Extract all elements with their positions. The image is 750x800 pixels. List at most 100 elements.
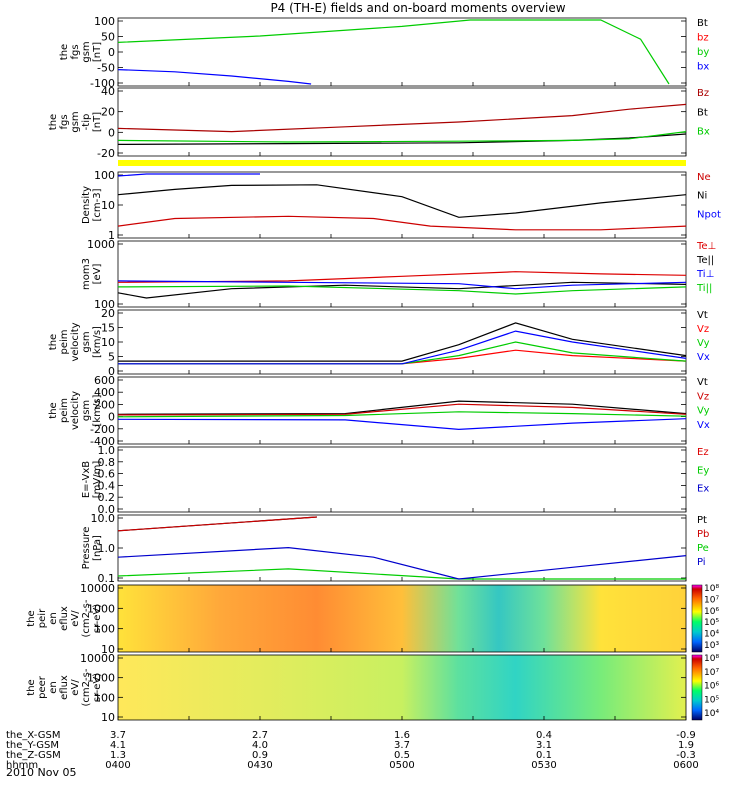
panel-1: 100 50 0 -50 -100 the fgs gsm [nT] Bt bz by bx xyxy=(59,15,709,90)
y-axis-label: eV/ xyxy=(70,610,81,627)
y-tick-label: 0 xyxy=(108,411,115,424)
series-Vx xyxy=(117,418,687,431)
y-axis-label: the xyxy=(59,44,70,60)
y-axis-label: velocity xyxy=(70,391,81,430)
y-tick-label: 100 xyxy=(94,623,115,636)
axis-value: 2.7 xyxy=(252,730,268,741)
legend-Vt: Vt xyxy=(697,377,708,388)
legend-Vx: Vx xyxy=(697,420,710,431)
series-bx xyxy=(117,69,312,85)
colorbar-tick: 10⁶ xyxy=(704,607,719,617)
legend-Te⊥: Te⊥ xyxy=(696,241,716,252)
y-axis-label: peim xyxy=(59,398,70,423)
date-label: 2010 Nov 05 xyxy=(6,766,76,779)
axis-row-label: the_X-GSM xyxy=(6,730,60,741)
y-tick-label: 20 xyxy=(101,106,115,119)
panel-2: 40 20 0 -20 the fgs gsm -tip [nT] Bz Bt Bx xyxy=(48,85,710,160)
y-tick-label: 0.6 xyxy=(98,468,116,481)
y-tick-label: 100 xyxy=(94,15,115,28)
y-tick-label: -200 xyxy=(90,423,115,436)
y-axis-label: sr-eV) xyxy=(92,673,103,702)
y-axis-label: the xyxy=(26,610,37,626)
y-axis-label: gsm xyxy=(70,111,81,132)
axis-value: 0600 xyxy=(673,760,698,771)
series-Ne xyxy=(117,215,687,231)
y-tick-label: 1 xyxy=(108,229,115,242)
y-tick-label: -400 xyxy=(90,435,115,448)
series-Vz xyxy=(118,349,687,365)
y-tick-label: 10000 xyxy=(80,582,115,595)
legend-Bz: Bz xyxy=(697,88,709,99)
series-Pb xyxy=(117,516,317,532)
legend-Ex: Ex xyxy=(697,484,709,495)
colorbar-tick: 10⁸ xyxy=(704,584,719,594)
y-tick-label: 10 xyxy=(101,336,115,349)
y-tick-label: 10000 xyxy=(80,652,115,665)
y-tick-label: 1000 xyxy=(87,238,115,251)
y-tick-label: 0 xyxy=(108,365,115,378)
legend-Ne: Ne xyxy=(697,172,711,183)
legend-Bx: Bx xyxy=(697,127,710,138)
y-axis-label: eflux xyxy=(59,675,70,700)
series-Ti⊥ xyxy=(117,280,687,290)
chart-title: P4 (TH-E) fields and on-board moments ov… xyxy=(270,1,565,15)
y-axis-label: [nPa] xyxy=(92,535,103,561)
y-axis-label: the xyxy=(48,114,59,130)
y-tick-label: 600 xyxy=(94,374,115,387)
axis-row-label: hhmm xyxy=(6,760,38,771)
panel-10: 10⁸ 10⁷ 10⁶ 10⁵ 10⁴ 10000 1000 100 10 the peer en ef… xyxy=(26,652,719,724)
panel-frame xyxy=(117,376,687,445)
series-Vt xyxy=(117,400,687,415)
colorbar-tick: 10⁴ xyxy=(704,630,719,640)
panel-frame xyxy=(117,171,687,239)
y-tick-label: 1000 xyxy=(87,672,115,685)
legend-Ez: Ez xyxy=(697,447,709,458)
y-axis-label: en xyxy=(48,681,59,694)
y-axis-label: gsm xyxy=(81,400,92,421)
legend-Ni: Ni xyxy=(697,191,707,202)
y-axis-label: eflux xyxy=(59,606,70,631)
y-axis-label: [km/s] xyxy=(92,326,103,358)
y-tick-label: 0.4 xyxy=(98,479,116,492)
colorbar-tick: 10⁵ xyxy=(704,695,719,705)
axis-value: 3.7 xyxy=(110,730,126,741)
legend-Vz: Vz xyxy=(697,391,709,402)
colorbar-tick: 10⁴ xyxy=(704,709,719,719)
axis-value: 0.5 xyxy=(394,750,410,761)
y-tick-label: 10 xyxy=(101,711,115,724)
series-Vt xyxy=(118,322,687,362)
y-axis-label: peer xyxy=(37,675,48,699)
legend-Vy: Vy xyxy=(697,338,710,349)
series-by xyxy=(117,19,670,85)
y-tick-label: 100 xyxy=(94,298,115,311)
y-tick-label: 400 xyxy=(94,386,115,399)
series-Vy xyxy=(117,411,687,418)
spectrogram xyxy=(118,655,686,720)
y-tick-label: 0 xyxy=(108,46,115,59)
axis-value: 1.9 xyxy=(678,740,694,751)
y-axis-label: the xyxy=(26,679,37,695)
time-axis: the_X-GSM 3.7 2.7 1.6 0.4 -0.9 the_Y-GSM 4.1 4.0… xyxy=(6,730,699,771)
series-Vx xyxy=(118,330,687,365)
axis-value: 3.7 xyxy=(394,740,410,751)
spectrogram xyxy=(118,585,686,652)
y-tick-label: 40 xyxy=(101,85,115,98)
y-axis-label: [mV/m] xyxy=(92,461,103,499)
axis-value: 1.3 xyxy=(110,750,126,761)
y-axis-label: (cm2-s- xyxy=(81,599,92,637)
colorbar-tick: 10⁸ xyxy=(704,654,719,664)
axis-value: 0430 xyxy=(247,760,272,771)
y-axis-label: en xyxy=(48,612,59,625)
y-axis-label: gsm xyxy=(81,41,92,62)
legend-by: by xyxy=(697,47,709,58)
series-Npot xyxy=(117,173,260,177)
y-axis-label: E=-VxB xyxy=(81,461,92,498)
series-Bx xyxy=(117,131,687,143)
colorbar xyxy=(691,584,703,653)
colorbar-tick: 10⁶ xyxy=(704,682,719,692)
y-tick-label: 200 xyxy=(94,398,115,411)
y-axis-label: [km/s] xyxy=(92,394,103,426)
y-axis-label: peim xyxy=(59,329,70,354)
